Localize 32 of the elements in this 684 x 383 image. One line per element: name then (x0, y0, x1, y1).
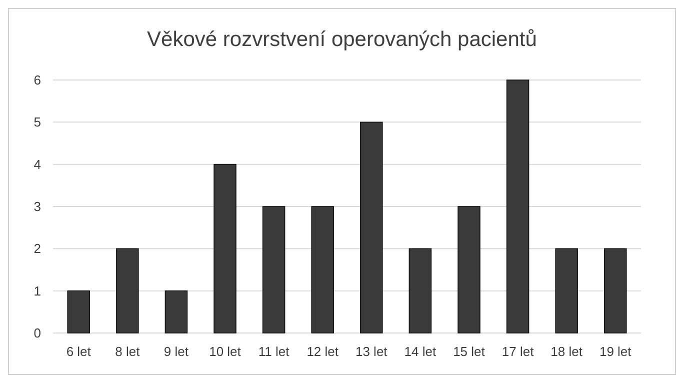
x-tick-label: 10 let (209, 344, 242, 359)
bar (555, 248, 578, 334)
bar (506, 80, 530, 334)
y-tick-label: 4 (34, 156, 41, 172)
bar (604, 248, 627, 334)
x-tick-label: 19 let (599, 344, 632, 359)
x-tick-label: 8 let (115, 344, 140, 359)
y-tick-label: 0 (34, 326, 41, 341)
y-tick-label: 1 (34, 283, 41, 298)
bar (408, 248, 432, 334)
y-tick-label: 6 (34, 72, 41, 88)
x-tick-label: 17 let (502, 344, 534, 359)
bar (458, 206, 480, 334)
x-tick-label: 6 let (66, 344, 92, 359)
bar (360, 122, 383, 334)
bar (116, 248, 139, 334)
x-tick-label: 18 let (550, 344, 583, 359)
chart-title: Věkové rozvrstvení operovaných pacientů (147, 28, 537, 51)
x-tick-label: 12 let (306, 344, 339, 359)
x-tick-label: 9 let (164, 344, 189, 359)
bar (67, 290, 90, 334)
bar (262, 206, 286, 334)
y-tick-label: 5 (34, 114, 41, 130)
bar (164, 290, 188, 334)
bar (311, 206, 334, 334)
bar (214, 164, 236, 334)
x-tick-label: 14 let (404, 344, 436, 359)
x-tick-label: 11 let (258, 344, 290, 359)
y-tick-label: 2 (34, 241, 41, 256)
x-tick-label: 15 let (453, 344, 486, 359)
y-tick-label: 3 (34, 199, 41, 214)
x-tick-label: 13 let (355, 344, 388, 359)
